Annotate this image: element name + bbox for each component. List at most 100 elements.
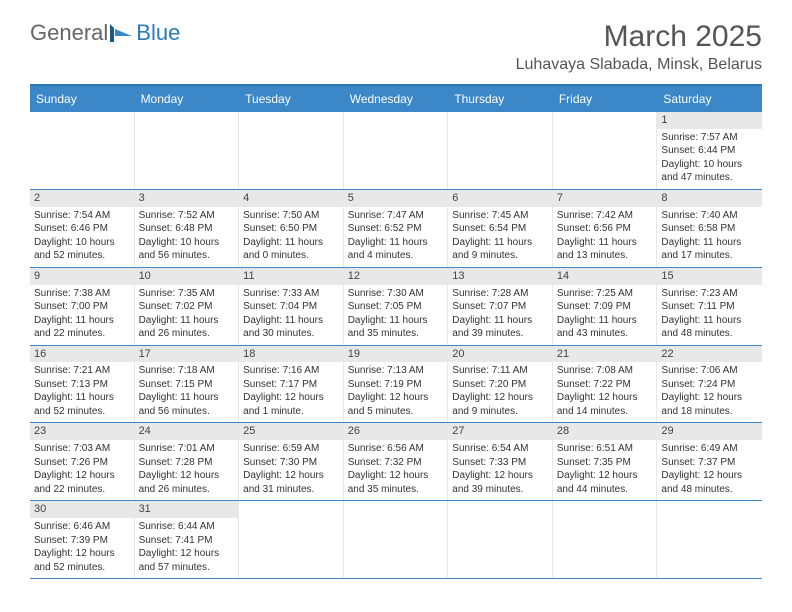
day-cell: 31Sunrise: 6:44 AMSunset: 7:41 PMDayligh… xyxy=(135,501,240,578)
day-daylight: Daylight: 11 hours and 39 minutes. xyxy=(452,314,548,341)
day-number: 8 xyxy=(657,190,762,207)
day-daylight: Daylight: 10 hours and 47 minutes. xyxy=(661,158,758,185)
day-sunset: Sunset: 7:39 PM xyxy=(34,534,130,548)
day-cell: 17Sunrise: 7:18 AMSunset: 7:15 PMDayligh… xyxy=(135,346,240,423)
day-sunrise: Sunrise: 7:47 AM xyxy=(348,209,444,223)
day-cell: 23Sunrise: 7:03 AMSunset: 7:26 PMDayligh… xyxy=(30,423,135,500)
day-sunset: Sunset: 7:24 PM xyxy=(661,378,758,392)
day-cell: . xyxy=(30,112,135,189)
day-daylight: Daylight: 11 hours and 13 minutes. xyxy=(557,236,653,263)
day-number: 11 xyxy=(239,268,343,285)
day-daylight: Daylight: 11 hours and 43 minutes. xyxy=(557,314,653,341)
day-sunrise: Sunrise: 6:49 AM xyxy=(661,442,758,456)
day-number: 5 xyxy=(344,190,448,207)
day-sunrise: Sunrise: 6:44 AM xyxy=(139,520,235,534)
day-sunrise: Sunrise: 6:46 AM xyxy=(34,520,130,534)
weekday-header: Tuesday xyxy=(239,86,344,112)
day-number: 25 xyxy=(239,423,343,440)
day-number: 20 xyxy=(448,346,552,363)
day-cell: 9Sunrise: 7:38 AMSunset: 7:00 PMDaylight… xyxy=(30,268,135,345)
day-sunrise: Sunrise: 7:13 AM xyxy=(348,364,444,378)
day-number: 9 xyxy=(30,268,134,285)
day-daylight: Daylight: 12 hours and 22 minutes. xyxy=(34,469,130,496)
day-daylight: Daylight: 10 hours and 56 minutes. xyxy=(139,236,235,263)
day-cell: 29Sunrise: 6:49 AMSunset: 7:37 PMDayligh… xyxy=(657,423,762,500)
flag-icon xyxy=(110,24,134,42)
day-sunrise: Sunrise: 7:25 AM xyxy=(557,287,653,301)
day-sunrise: Sunrise: 7:16 AM xyxy=(243,364,339,378)
day-number: 3 xyxy=(135,190,239,207)
day-daylight: Daylight: 12 hours and 18 minutes. xyxy=(661,391,758,418)
week-row: 16Sunrise: 7:21 AMSunset: 7:13 PMDayligh… xyxy=(30,346,762,424)
day-cell: 10Sunrise: 7:35 AMSunset: 7:02 PMDayligh… xyxy=(135,268,240,345)
day-sunrise: Sunrise: 7:52 AM xyxy=(139,209,235,223)
day-sunset: Sunset: 7:35 PM xyxy=(557,456,653,470)
location: Luhavaya Slabada, Minsk, Belarus xyxy=(516,56,762,74)
day-number: 4 xyxy=(239,190,343,207)
day-sunset: Sunset: 6:54 PM xyxy=(452,222,548,236)
day-sunset: Sunset: 7:33 PM xyxy=(452,456,548,470)
day-number: 23 xyxy=(30,423,134,440)
day-number: 18 xyxy=(239,346,343,363)
day-sunrise: Sunrise: 7:40 AM xyxy=(661,209,758,223)
calendar-document: General Blue March 2025 Luhavaya Slabada… xyxy=(0,0,792,599)
day-cell: 19Sunrise: 7:13 AMSunset: 7:19 PMDayligh… xyxy=(344,346,449,423)
weekday-header: Saturday xyxy=(657,86,762,112)
day-sunrise: Sunrise: 6:59 AM xyxy=(243,442,339,456)
day-sunrise: Sunrise: 7:38 AM xyxy=(34,287,130,301)
day-sunset: Sunset: 6:44 PM xyxy=(661,144,758,158)
day-number: 24 xyxy=(135,423,239,440)
day-sunset: Sunset: 7:19 PM xyxy=(348,378,444,392)
day-sunrise: Sunrise: 7:01 AM xyxy=(139,442,235,456)
day-sunset: Sunset: 7:00 PM xyxy=(34,300,130,314)
day-sunset: Sunset: 7:07 PM xyxy=(452,300,548,314)
logo-text-blue: Blue xyxy=(136,20,180,46)
day-sunrise: Sunrise: 7:45 AM xyxy=(452,209,548,223)
day-cell: . xyxy=(448,112,553,189)
day-cell: 16Sunrise: 7:21 AMSunset: 7:13 PMDayligh… xyxy=(30,346,135,423)
day-cell: . xyxy=(344,112,449,189)
day-cell: 4Sunrise: 7:50 AMSunset: 6:50 PMDaylight… xyxy=(239,190,344,267)
day-daylight: Daylight: 12 hours and 52 minutes. xyxy=(34,547,130,574)
day-cell: 12Sunrise: 7:30 AMSunset: 7:05 PMDayligh… xyxy=(344,268,449,345)
day-sunset: Sunset: 7:15 PM xyxy=(139,378,235,392)
day-cell: . xyxy=(553,112,658,189)
day-number: 13 xyxy=(448,268,552,285)
week-row: 2Sunrise: 7:54 AMSunset: 6:46 PMDaylight… xyxy=(30,190,762,268)
day-sunrise: Sunrise: 7:33 AM xyxy=(243,287,339,301)
day-sunrise: Sunrise: 7:08 AM xyxy=(557,364,653,378)
day-sunrise: Sunrise: 7:30 AM xyxy=(348,287,444,301)
day-daylight: Daylight: 12 hours and 31 minutes. xyxy=(243,469,339,496)
day-sunset: Sunset: 6:52 PM xyxy=(348,222,444,236)
week-row: 9 Sunrise: 7:38 AMSunset: 7:00 PM Daylight… xyxy=(30,268,762,346)
day-cell: 15Sunrise: 7:23 AMSunset: 7:11 PMDayligh… xyxy=(657,268,762,345)
day-sunrise: Sunrise: 7:57 AM xyxy=(661,131,758,145)
day-number: 7 xyxy=(553,190,657,207)
weekday-header: Wednesday xyxy=(344,86,449,112)
day-number: 30 xyxy=(30,501,134,518)
calendar: SundayMondayTuesdayWednesdayThursdayFrid… xyxy=(30,84,762,579)
day-cell: 21Sunrise: 7:08 AMSunset: 7:22 PMDayligh… xyxy=(553,346,658,423)
weekday-row: SundayMondayTuesdayWednesdayThursdayFrid… xyxy=(30,86,762,112)
day-daylight: Daylight: 12 hours and 1 minute. xyxy=(243,391,339,418)
day-number: 28 xyxy=(553,423,657,440)
day-cell: 6Sunrise: 7:45 AMSunset: 6:54 PMDaylight… xyxy=(448,190,553,267)
week-row: 30Sunrise: 6:46 AMSunset: 7:39 PMDayligh… xyxy=(30,501,762,579)
day-cell: 20Sunrise: 7:11 AMSunset: 7:20 PMDayligh… xyxy=(448,346,553,423)
day-daylight: Daylight: 12 hours and 57 minutes. xyxy=(139,547,235,574)
day-daylight: Daylight: 12 hours and 44 minutes. xyxy=(557,469,653,496)
day-sunset: Sunset: 7:20 PM xyxy=(452,378,548,392)
day-number: 14 xyxy=(553,268,657,285)
day-daylight: Daylight: 12 hours and 5 minutes. xyxy=(348,391,444,418)
day-sunset: Sunset: 6:50 PM xyxy=(243,222,339,236)
day-cell: 22Sunrise: 7:06 AMSunset: 7:24 PMDayligh… xyxy=(657,346,762,423)
day-number: 17 xyxy=(135,346,239,363)
day-daylight: Daylight: 11 hours and 9 minutes. xyxy=(452,236,548,263)
day-number: 27 xyxy=(448,423,552,440)
day-daylight: Daylight: 12 hours and 35 minutes. xyxy=(348,469,444,496)
month-title: March 2025 xyxy=(516,20,762,54)
day-number: 26 xyxy=(344,423,448,440)
day-daylight: Daylight: 11 hours and 30 minutes. xyxy=(243,314,339,341)
day-cell: 8Sunrise: 7:40 AMSunset: 6:58 PMDaylight… xyxy=(657,190,762,267)
day-sunset: Sunset: 7:13 PM xyxy=(34,378,130,392)
